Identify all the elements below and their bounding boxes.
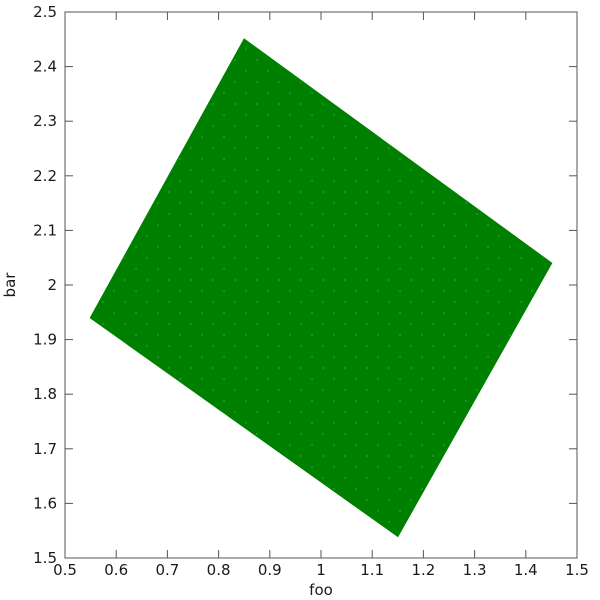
y-tick-label: 1.6 [33, 494, 57, 512]
x-tick-label: 0.5 [53, 561, 77, 579]
x-tick-label: 0.7 [155, 561, 179, 579]
y-tick-label: 1.8 [33, 385, 57, 403]
x-tick-label: 1.1 [360, 561, 384, 579]
data-region-polygon [89, 38, 553, 538]
y-tick-label: 2.4 [33, 58, 57, 76]
y-tick-label: 2.1 [33, 221, 57, 239]
y-tick-label: 2.3 [33, 112, 57, 130]
x-tick-label: 0.9 [258, 561, 282, 579]
x-tick-label: 0.8 [207, 561, 231, 579]
x-tick-label: 1.3 [463, 561, 487, 579]
y-tick-label: 1.5 [33, 549, 57, 567]
y-tick-label: 2 [47, 276, 57, 294]
y-tick-label: 1.9 [33, 331, 57, 349]
x-tick-label: 1.2 [411, 561, 435, 579]
y-tick-label: 1.7 [33, 440, 57, 458]
y-axis-label: bar [1, 272, 19, 298]
y-tick-label: 2.2 [33, 167, 57, 185]
y-tick-label: 2.5 [33, 3, 57, 21]
x-axis-label: foo [309, 581, 333, 599]
x-tick-label: 1.5 [565, 561, 589, 579]
x-tick-label: 0.6 [104, 561, 128, 579]
x-tick-label: 1.4 [514, 561, 538, 579]
x-tick-label: 1 [316, 561, 326, 579]
